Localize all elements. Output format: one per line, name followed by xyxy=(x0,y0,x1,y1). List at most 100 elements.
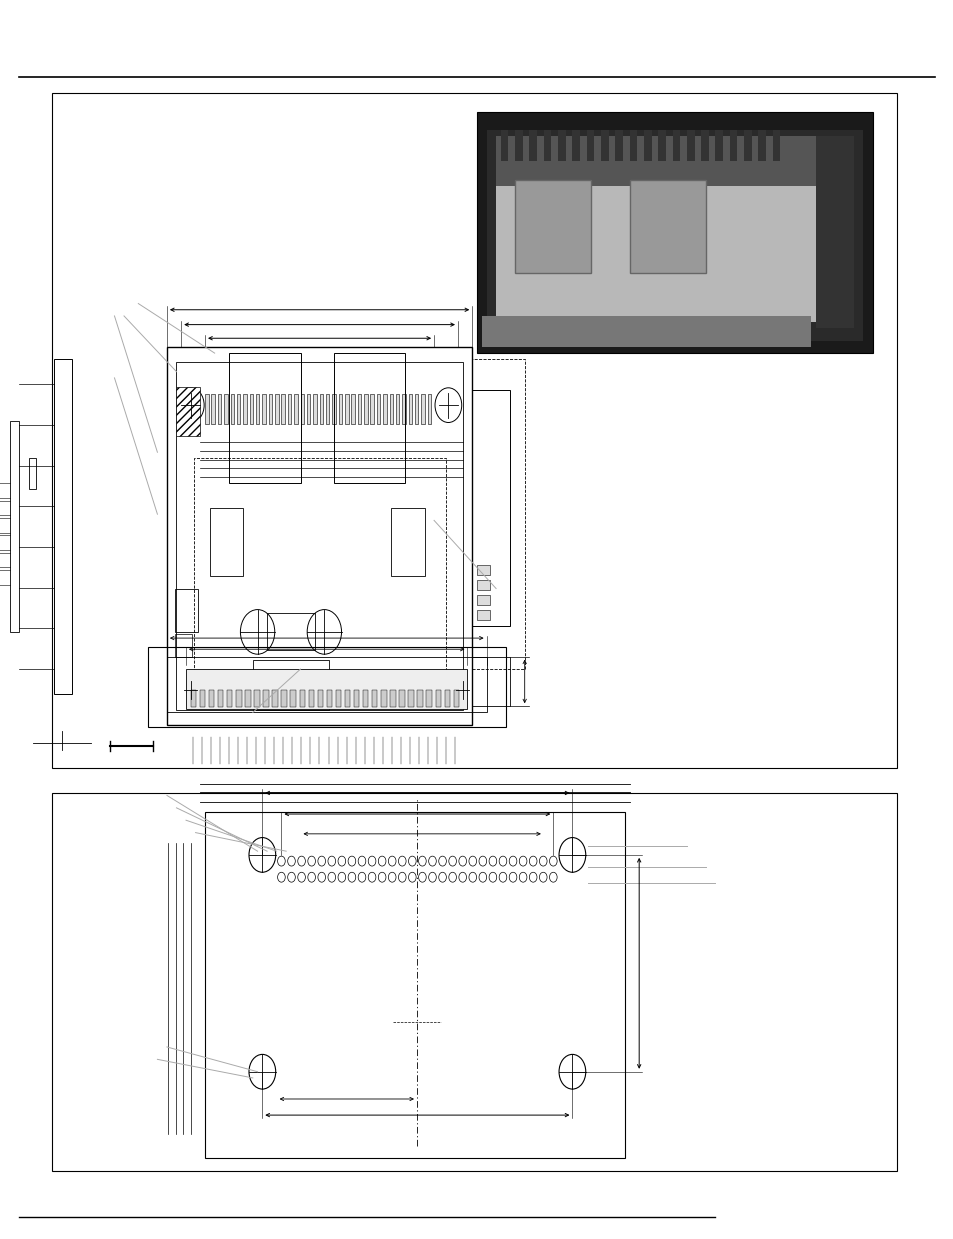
Circle shape xyxy=(518,872,526,882)
Bar xyxy=(408,394,412,424)
Circle shape xyxy=(558,838,585,872)
Bar xyxy=(815,136,853,328)
Bar xyxy=(586,130,594,161)
Bar xyxy=(643,130,651,161)
Bar xyxy=(426,690,432,707)
Bar xyxy=(600,130,608,161)
Bar xyxy=(326,394,329,424)
Bar xyxy=(364,394,367,424)
Bar xyxy=(263,690,269,707)
Bar xyxy=(658,130,665,161)
Bar xyxy=(236,690,241,707)
Circle shape xyxy=(368,872,375,882)
Bar xyxy=(243,394,247,424)
Circle shape xyxy=(418,856,426,866)
Bar xyxy=(481,316,810,347)
Bar xyxy=(52,93,896,768)
Bar xyxy=(476,580,490,590)
Circle shape xyxy=(448,856,456,866)
Bar xyxy=(167,347,472,725)
Circle shape xyxy=(509,856,517,866)
Bar xyxy=(700,130,708,161)
Bar xyxy=(224,394,228,424)
Bar xyxy=(476,610,490,620)
Bar xyxy=(476,565,490,575)
Bar xyxy=(357,394,361,424)
Bar xyxy=(345,690,350,707)
Circle shape xyxy=(435,388,461,422)
Bar xyxy=(313,394,316,424)
Bar xyxy=(245,690,251,707)
Bar xyxy=(186,669,467,709)
Bar xyxy=(148,647,505,727)
Circle shape xyxy=(317,872,325,882)
Circle shape xyxy=(428,856,436,866)
Bar xyxy=(383,394,386,424)
Bar xyxy=(54,359,71,694)
Circle shape xyxy=(297,872,305,882)
Bar xyxy=(380,690,386,707)
Circle shape xyxy=(408,872,416,882)
Circle shape xyxy=(518,856,526,866)
Bar xyxy=(229,353,300,483)
Bar xyxy=(398,690,404,707)
Bar xyxy=(362,690,368,707)
Circle shape xyxy=(307,610,341,654)
Bar xyxy=(729,130,737,161)
Circle shape xyxy=(498,872,506,882)
Circle shape xyxy=(308,856,315,866)
Bar xyxy=(543,130,551,161)
Circle shape xyxy=(368,856,375,866)
Circle shape xyxy=(240,610,274,654)
Bar xyxy=(476,112,872,353)
Circle shape xyxy=(549,872,557,882)
Bar xyxy=(515,130,522,161)
Circle shape xyxy=(378,872,386,882)
Circle shape xyxy=(348,856,355,866)
Bar xyxy=(472,657,510,706)
Bar xyxy=(10,421,19,632)
Bar xyxy=(236,394,240,424)
Circle shape xyxy=(357,856,365,866)
Bar xyxy=(416,690,422,707)
Bar xyxy=(212,394,214,424)
Bar xyxy=(300,394,304,424)
Bar xyxy=(629,130,637,161)
Circle shape xyxy=(498,856,506,866)
Circle shape xyxy=(308,872,315,882)
Bar xyxy=(421,394,424,424)
Circle shape xyxy=(388,856,395,866)
Circle shape xyxy=(489,856,497,866)
Circle shape xyxy=(177,388,204,422)
Bar xyxy=(299,690,305,707)
Bar xyxy=(262,394,266,424)
Bar xyxy=(370,394,374,424)
Bar xyxy=(496,136,824,186)
Bar xyxy=(334,353,405,483)
Bar xyxy=(253,690,259,707)
Circle shape xyxy=(538,872,546,882)
Circle shape xyxy=(458,856,466,866)
Bar xyxy=(326,690,332,707)
Bar xyxy=(476,595,490,605)
Bar xyxy=(288,394,291,424)
Bar xyxy=(281,394,285,424)
Circle shape xyxy=(549,856,557,866)
Bar xyxy=(354,690,359,707)
Bar xyxy=(427,394,431,424)
Circle shape xyxy=(478,872,486,882)
Bar xyxy=(486,130,862,341)
Bar xyxy=(231,394,233,424)
Bar xyxy=(758,130,765,161)
Circle shape xyxy=(337,856,345,866)
Bar xyxy=(444,690,450,707)
Circle shape xyxy=(398,856,406,866)
Bar xyxy=(317,690,323,707)
Circle shape xyxy=(529,856,537,866)
Bar xyxy=(250,394,253,424)
Bar xyxy=(309,690,314,707)
Bar xyxy=(454,690,458,707)
Bar xyxy=(351,394,355,424)
Circle shape xyxy=(418,872,426,882)
Circle shape xyxy=(529,872,537,882)
